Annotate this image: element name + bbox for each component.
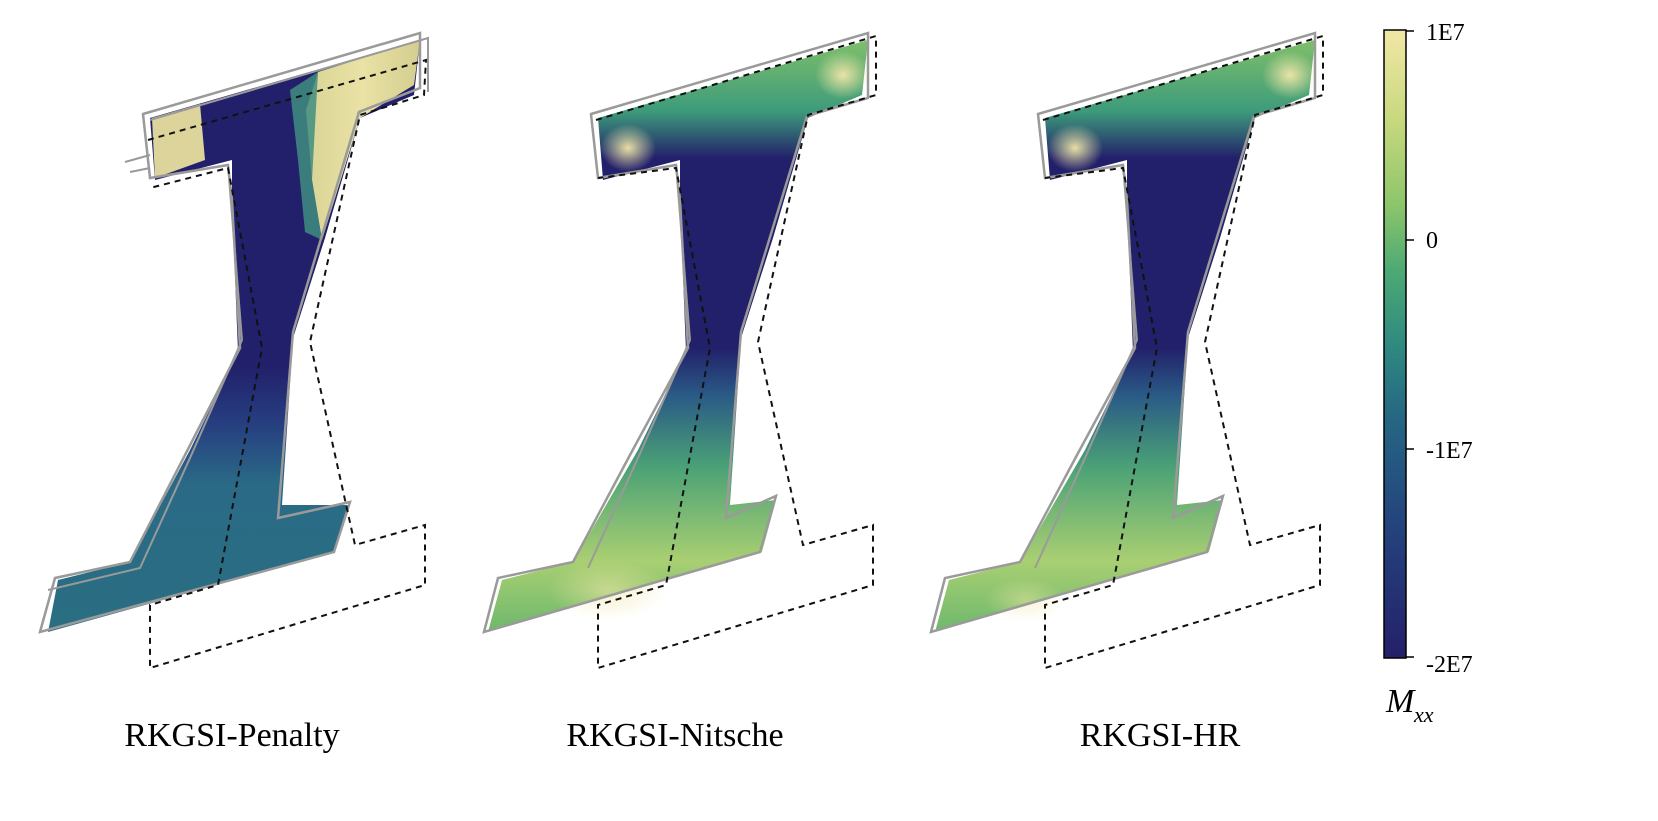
panel-nitsche [482, 31, 877, 670]
panel-label-penalty: RKGSI-Penalty [124, 717, 339, 754]
reference-outline-dashed [595, 34, 877, 670]
reference-outline-dashed [1042, 34, 1324, 670]
colorbar: 1E7 0 -1E7 -2E7 M xx [1383, 20, 1473, 727]
colorbar-title-subscript: xx [1413, 702, 1434, 727]
shell-outline [1034, 164, 1139, 569]
shell-outline [149, 36, 429, 121]
colorbar-title: M [1385, 683, 1416, 720]
panel-hr [929, 31, 1324, 670]
panel-label-hr: RKGSI-HR [1080, 717, 1241, 754]
shell-outline [124, 154, 151, 173]
panel-penalty [38, 31, 429, 670]
colorbar-tick-label: -2E7 [1426, 652, 1473, 678]
shell-outline [587, 164, 692, 569]
field-high-region [152, 104, 205, 178]
reference-outline-dashed [147, 58, 428, 670]
colorbar-gradient [1383, 29, 1407, 659]
field-mid-region [290, 72, 322, 240]
panel-label-nitsche: RKGSI-Nitsche [566, 717, 783, 754]
field-plot-nitsche [488, 40, 868, 632]
colorbar-tick-label: 0 [1426, 228, 1438, 254]
shell-outline [47, 164, 244, 591]
colorbar-tick-label: 1E7 [1426, 20, 1465, 46]
field-plot-hr [935, 40, 1315, 632]
colorbar-tick-label: -1E7 [1426, 438, 1473, 464]
